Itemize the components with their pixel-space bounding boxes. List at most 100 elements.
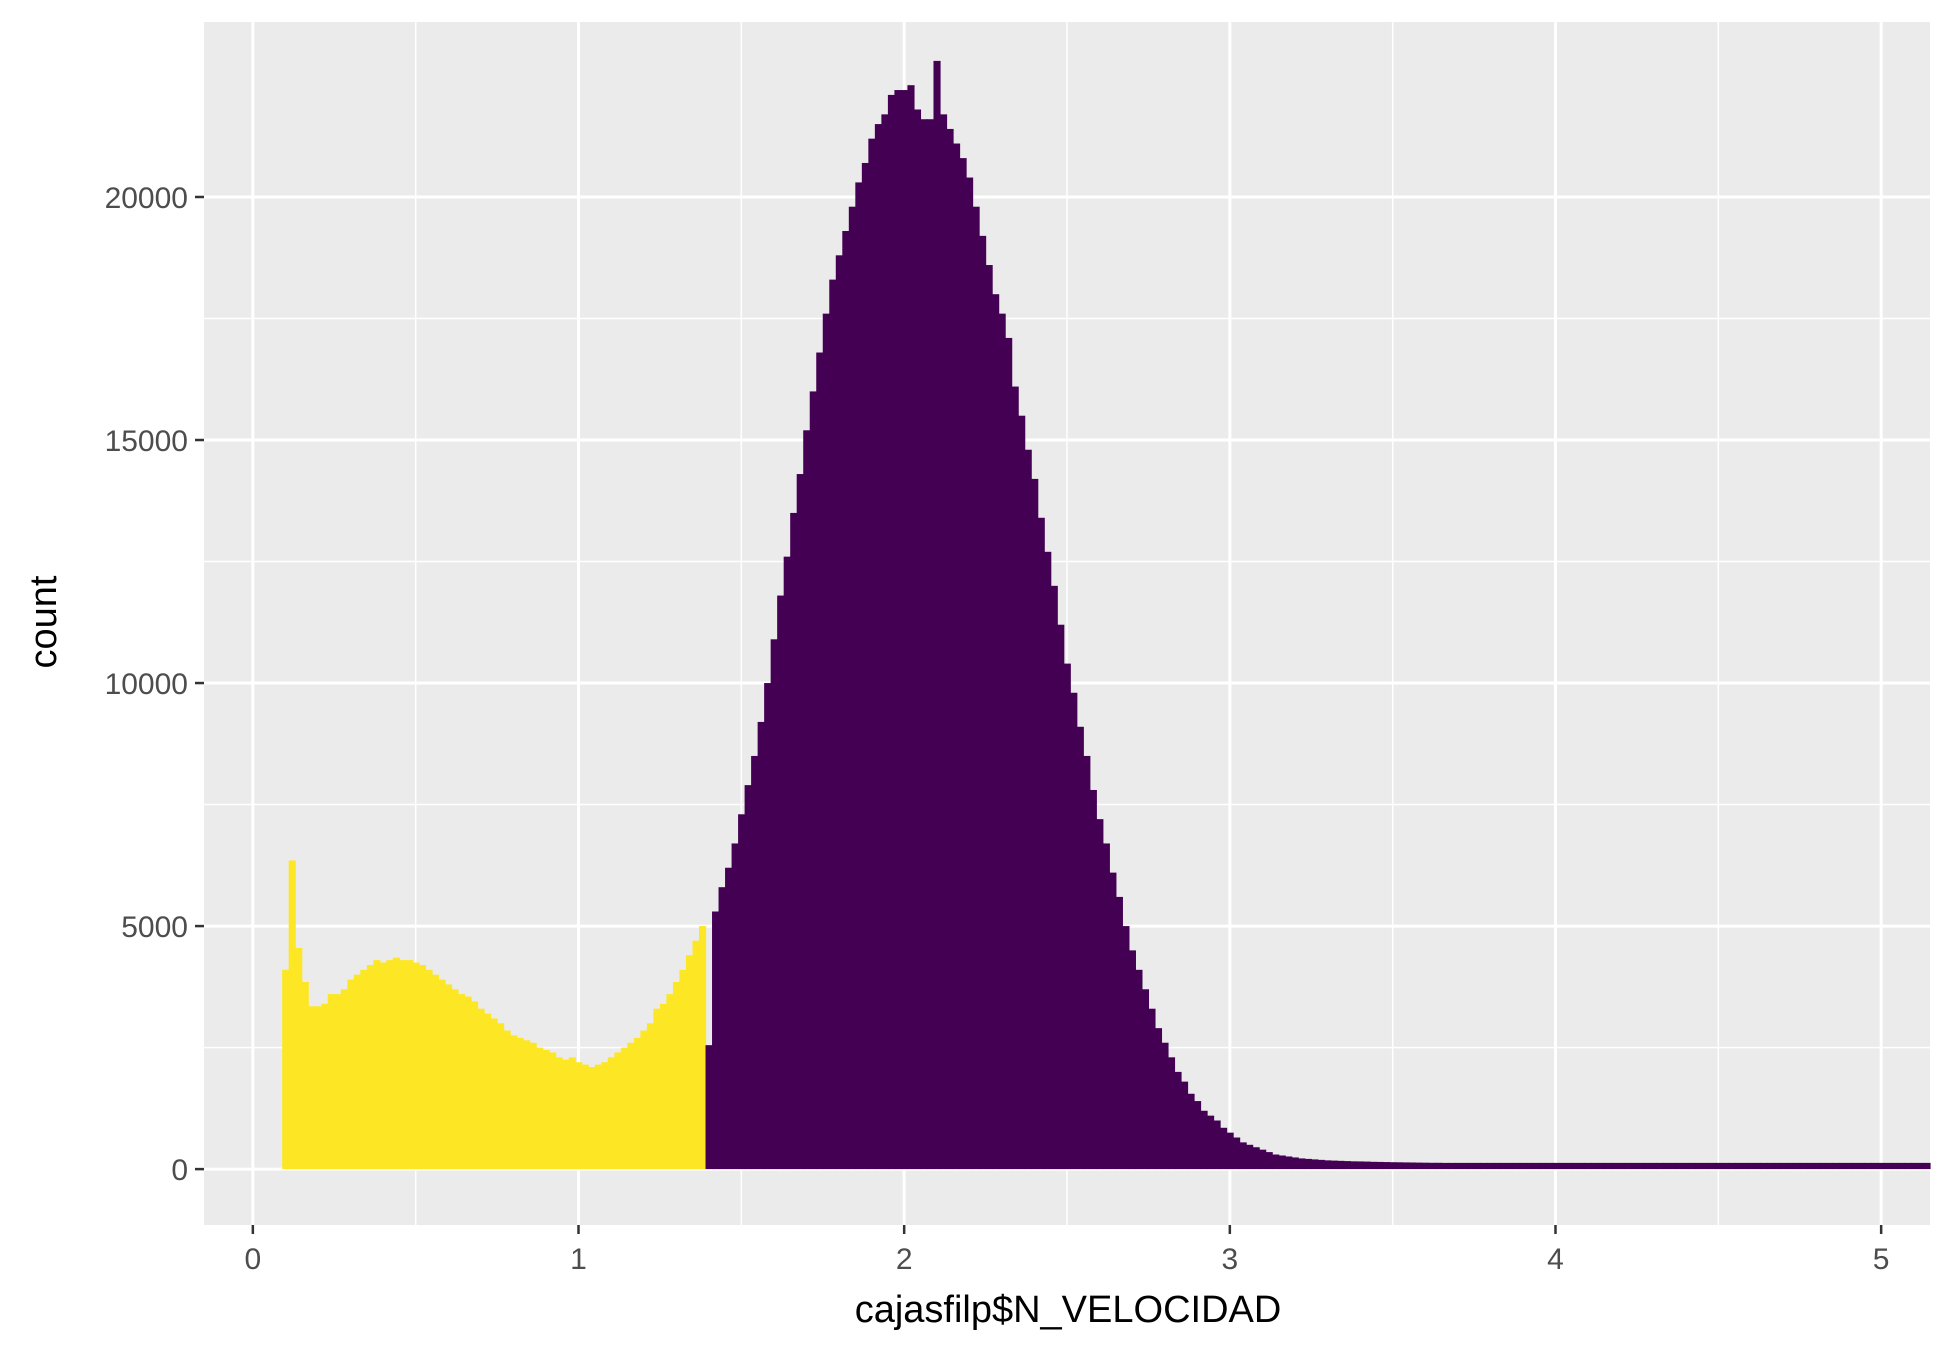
histogram-bar [933,60,941,1170]
histogram-bar [594,1064,602,1170]
histogram-bar [1806,1162,1814,1170]
histogram-bar [288,860,296,1170]
histogram-bar [1174,1071,1182,1170]
histogram-bar [1161,1042,1169,1170]
x-tick-label: 1 [570,1243,587,1276]
histogram-bar [1539,1162,1547,1170]
histogram-bar [1689,1162,1697,1170]
histogram-bar [1434,1162,1443,1170]
histogram-bar [295,947,303,1170]
histogram-bar [751,755,759,1170]
histogram-bar [1636,1162,1645,1170]
histogram-bar [1493,1162,1501,1170]
histogram-bar [1780,1162,1788,1170]
histogram-bar [1721,1162,1729,1170]
histogram-bar [842,231,850,1170]
histogram-bar [1506,1162,1514,1170]
histogram-bar [510,1035,518,1170]
histogram-bar [1513,1162,1521,1170]
histogram-bar [1897,1162,1905,1170]
y-tick-label: 0 [171,1154,188,1187]
histogram-bar [1858,1162,1866,1170]
histogram-bar [516,1037,524,1170]
histogram-bar [1005,337,1013,1170]
histogram-bar [718,887,726,1170]
histogram-bar [1330,1160,1338,1170]
histogram-bar [1825,1162,1833,1170]
y-tick-label: 10000 [105,668,188,701]
histogram-bar [1011,386,1019,1170]
histogram-bar [1461,1162,1469,1170]
histogram-bar [1194,1101,1202,1170]
histogram-bar [1102,843,1110,1170]
histogram-bar [542,1050,550,1170]
histogram-bar [685,955,694,1170]
histogram-bar [1799,1162,1807,1170]
histogram-bar [1441,1162,1449,1170]
histogram-bar [1220,1127,1228,1170]
histogram-bar [314,1006,322,1170]
histogram-bar [1662,1162,1671,1170]
histogram-bar [953,143,961,1170]
x-axis-ticks: 0 1 2 3 4 5 [245,1225,1889,1276]
histogram-bar [451,989,459,1170]
histogram-bar [1031,478,1039,1170]
histogram-bar [529,1042,537,1170]
histogram-bar [1708,1162,1716,1170]
histogram-bar [1415,1162,1423,1170]
histogram-bar [1832,1162,1840,1170]
histogram-bar [1226,1132,1234,1170]
histogram-bar [770,639,778,1170]
histogram-bar [1480,1162,1488,1170]
histogram-bar [490,1018,498,1170]
histogram-bar [1728,1162,1736,1170]
histogram-bar [1526,1162,1534,1170]
histogram-bar [379,962,387,1170]
histogram-bar [1246,1144,1254,1170]
histogram-bar [900,90,909,1170]
histogram-bar [1812,1162,1820,1170]
histogram-bar [1754,1162,1762,1170]
x-tick-label: 0 [245,1243,262,1276]
histogram-bar [738,814,746,1170]
histogram-bar [1154,1028,1163,1170]
histogram-bar [438,979,446,1170]
histogram-bar [497,1023,505,1170]
histogram-bar [431,974,440,1170]
histogram-bar [855,182,863,1170]
histogram-bar [458,994,466,1170]
x-tick-label: 2 [896,1243,913,1276]
histogram-bar [1298,1158,1306,1170]
histogram-bar [861,162,869,1170]
histogram-bar [1200,1110,1208,1170]
histogram-bar [894,90,902,1170]
histogram-bar [653,1008,661,1170]
histogram-bar [1448,1162,1456,1170]
histogram-bar [562,1059,570,1170]
histogram-bar [985,265,993,1170]
histogram-bar [1317,1159,1325,1170]
histogram-bar [1278,1155,1286,1170]
histogram-bar [992,294,1000,1170]
histogram-bar [1500,1162,1508,1170]
histogram-bar [1180,1081,1189,1170]
histogram-bar [1519,1162,1527,1170]
histogram-bar [301,981,309,1170]
histogram-bar [568,1057,576,1170]
histogram-bar [939,114,948,1170]
histogram-bar [1233,1137,1241,1170]
y-tick-label: 5000 [121,911,188,944]
histogram-bar [1578,1162,1586,1170]
histogram-bar [444,984,453,1170]
y-axis-ticks: 0 5000 10000 15000 20000 [105,182,204,1187]
histogram-bar [1643,1162,1651,1170]
histogram-bar [829,279,837,1170]
histogram-bar [1910,1162,1918,1170]
histogram-bar [907,85,915,1170]
histogram-bar [946,128,954,1170]
histogram-bar [1272,1154,1280,1170]
histogram-bar [1741,1162,1749,1170]
histogram-bar [1057,624,1065,1170]
histogram-bar [705,1045,713,1170]
